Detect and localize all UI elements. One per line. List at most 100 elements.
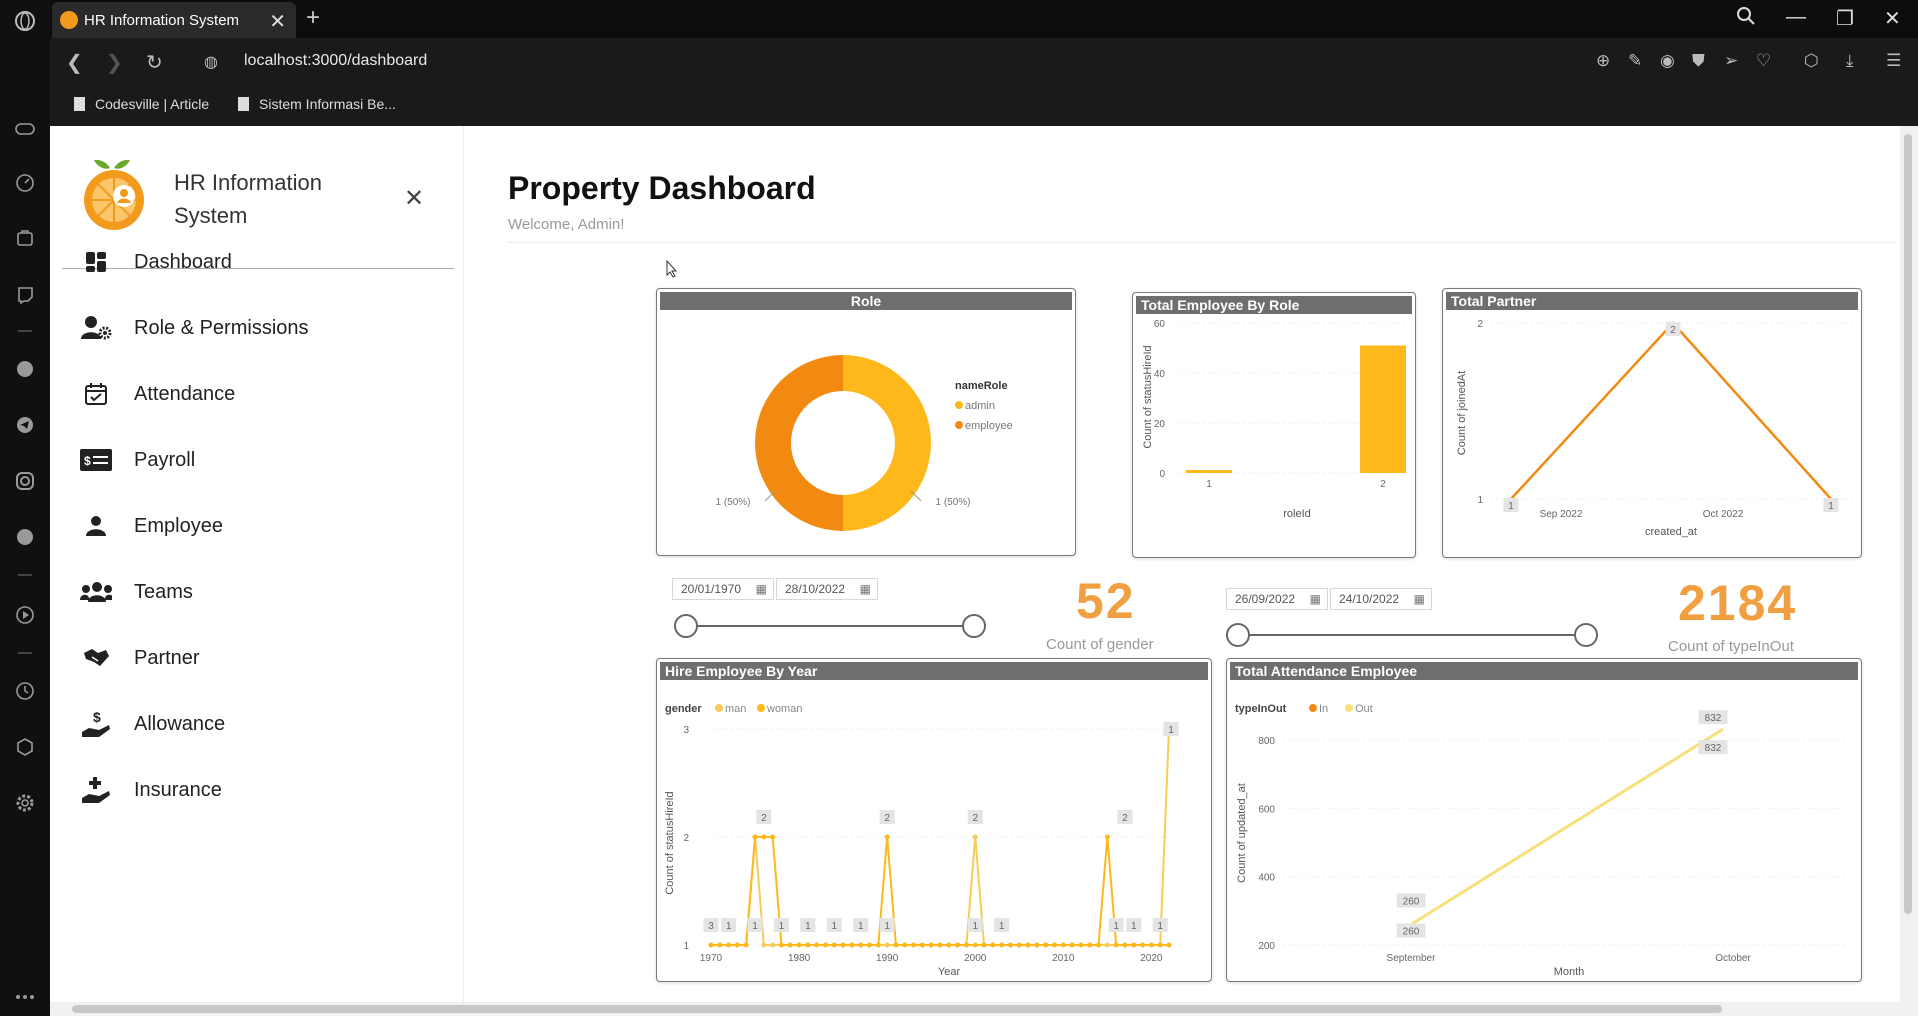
sidebar-item-partner[interactable]: Partner — [80, 638, 200, 678]
vertical-scrollbar[interactable] — [1900, 126, 1918, 1002]
data-label: 1 — [1828, 501, 1834, 512]
attendance-date-slider-track[interactable] — [1238, 634, 1586, 636]
twitter-icon[interactable] — [12, 524, 38, 550]
settings-icon[interactable] — [12, 790, 38, 816]
sidebar-item-allowance[interactable]: $ Allowance — [80, 704, 225, 744]
gamepad-icon[interactable] — [12, 116, 38, 142]
x-tick-label: October — [1715, 953, 1751, 964]
sidebar-item-label: Allowance — [134, 712, 226, 735]
series-point-woman — [761, 834, 767, 840]
send-icon[interactable]: ➢ — [1724, 51, 1739, 70]
attendance-chart: typeInOut In Out 200 400 600 800 260 260 832 832 Se… — [1235, 703, 1847, 978]
hire-date-slider-track[interactable] — [686, 625, 974, 627]
whatsapp-icon[interactable] — [12, 356, 38, 382]
y-tick-label: 40 — [1154, 369, 1166, 380]
opera-logo-icon[interactable] — [12, 8, 38, 34]
player-icon[interactable] — [12, 602, 38, 628]
series-point-woman — [867, 942, 873, 948]
attendance-end-date-input[interactable]: 24/10/2022 ▦ — [1330, 588, 1432, 610]
speed-dial-icon[interactable] — [12, 170, 38, 196]
person-icon — [80, 510, 112, 542]
series-point-man — [761, 942, 767, 948]
camera-icon[interactable]: ◉ — [1660, 51, 1675, 70]
calendar-icon[interactable]: ▦ — [755, 582, 767, 596]
y-tick-label: 2 — [1477, 319, 1483, 330]
zoom-icon[interactable]: ⊕ — [1596, 51, 1611, 70]
hire-end-date-input[interactable]: 28/10/2022 ▦ — [776, 578, 878, 600]
y-tick-label: 600 — [1258, 804, 1275, 815]
slice-label: 1 (50%) — [935, 497, 970, 508]
bookmarks-bar: Codesville | Article Sistem Informasi Be… — [50, 86, 1918, 126]
series-point-woman — [770, 834, 776, 840]
x-axis-label: Year — [938, 966, 961, 978]
attendance-card: Total Attendance Employee typeInOut In Out… — [1226, 658, 1862, 982]
history-icon[interactable] — [12, 678, 38, 704]
page-title: Property Dashboard — [508, 170, 816, 206]
site-info-icon[interactable]: ◍ — [204, 54, 218, 71]
data-label-bg — [721, 918, 737, 932]
sidebar-close-icon[interactable]: ✕ — [404, 185, 425, 212]
series-point-woman — [1104, 834, 1110, 840]
shopping-bag-icon[interactable] — [12, 224, 38, 250]
sidebar-item-dashboard[interactable]: Dashboard — [80, 242, 232, 282]
attendance-start-date-input[interactable]: 26/09/2022 ▦ — [1226, 588, 1328, 610]
forward-icon[interactable]: ❯ — [106, 52, 123, 74]
x-tick-label: 2000 — [964, 953, 987, 964]
shield-icon[interactable]: ⛊ — [1692, 51, 1705, 70]
sidebar-item-role-permissions[interactable]: Role & Permissions — [80, 308, 309, 348]
scrollbar-thumb[interactable] — [1904, 134, 1912, 914]
extensions-icon[interactable]: ⬡ — [1804, 51, 1819, 70]
bookmark-item[interactable]: Sistem Informasi Be... — [238, 96, 396, 112]
sidebar-item-insurance[interactable]: Insurance — [80, 770, 222, 810]
reload-icon[interactable]: ↻ — [146, 52, 163, 74]
tab-close-icon[interactable]: ✕ — [269, 11, 286, 33]
data-label-bg — [1396, 893, 1426, 908]
data-label-bg — [1823, 498, 1839, 512]
legend-title: nameRole — [955, 380, 1008, 392]
download-icon[interactable]: ⤓ — [1846, 51, 1854, 70]
cube-icon[interactable] — [12, 734, 38, 760]
sidebar-item-teams[interactable]: Teams — [80, 572, 193, 612]
telegram-icon[interactable] — [12, 412, 38, 438]
sidebar-item-label: Payroll — [134, 448, 196, 471]
sidebar-item-attendance[interactable]: Attendance — [80, 374, 235, 414]
data-label: 1 — [999, 921, 1005, 932]
minimize-icon[interactable]: — — [1786, 6, 1806, 28]
twitch-icon[interactable] — [12, 282, 38, 308]
hire-slider-start-handle[interactable] — [674, 614, 698, 638]
hire-slider-end-handle[interactable] — [962, 614, 986, 638]
series-point-woman — [1131, 942, 1137, 948]
series-point-woman — [814, 942, 820, 948]
sidebar-item-label: Insurance — [134, 778, 222, 801]
url-field[interactable]: localhost:3000/dashboard — [244, 52, 428, 69]
heart-icon[interactable]: ♡ — [1756, 51, 1772, 70]
browser-tab[interactable]: HR Information System ✕ — [52, 2, 296, 38]
window-close-icon[interactable]: ✕ — [1884, 8, 1901, 30]
restore-icon[interactable]: ❐ — [1836, 8, 1854, 30]
bookmark-item[interactable]: Codesville | Article — [74, 96, 209, 112]
back-icon[interactable]: ❮ — [66, 52, 83, 74]
data-label-bg — [1108, 918, 1124, 932]
calendar-icon[interactable]: ▦ — [1309, 592, 1321, 606]
search-tabs-icon[interactable] — [1736, 6, 1756, 32]
x-tick-label: September — [1387, 953, 1437, 964]
series-point-woman — [1122, 942, 1128, 948]
attendance-slider-end-handle[interactable] — [1574, 623, 1598, 647]
calendar-icon[interactable]: ▦ — [1413, 592, 1425, 606]
horizontal-scrollbar[interactable] — [50, 1002, 1918, 1016]
new-tab-icon[interactable]: + — [306, 4, 321, 31]
hire-start-date-input[interactable]: 20/01/1970 ▦ — [672, 578, 774, 600]
sidebar-item-employee[interactable]: Employee — [80, 506, 223, 546]
edit-icon[interactable]: ✎ — [1628, 51, 1643, 70]
calendar-icon[interactable]: ▦ — [859, 582, 871, 596]
more-icon[interactable] — [12, 984, 38, 1010]
data-label: 1 — [805, 921, 811, 932]
sidebar-item-payroll[interactable]: $ Payroll — [80, 440, 195, 480]
attendance-slider-start-handle[interactable] — [1226, 623, 1250, 647]
sidebar-item-label: Employee — [134, 514, 223, 537]
scrollbar-thumb[interactable] — [72, 1005, 1722, 1013]
instagram-icon[interactable] — [12, 468, 38, 494]
tab-favicon-icon — [60, 11, 78, 29]
easy-setup-icon[interactable]: ☰ — [1886, 51, 1902, 70]
data-label-bg — [826, 918, 842, 932]
